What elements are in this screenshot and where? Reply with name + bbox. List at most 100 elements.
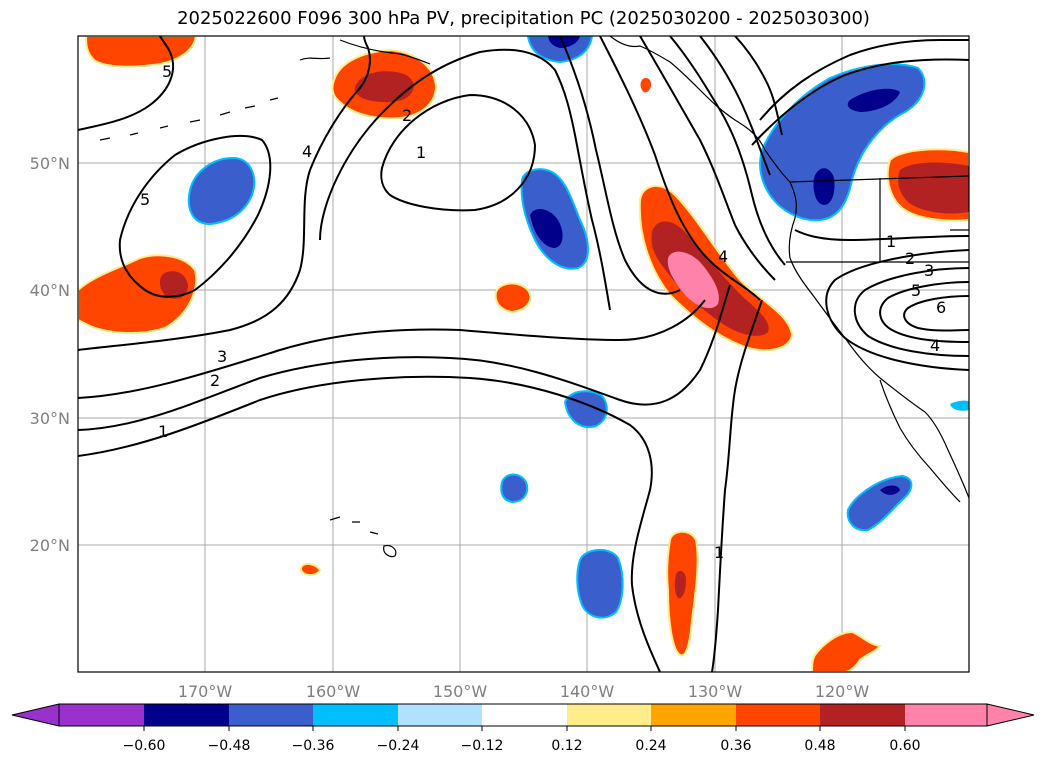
colorbar-bin <box>144 704 229 726</box>
contour-east-closed-4 <box>879 281 969 343</box>
contour-ridge-3 <box>669 36 786 266</box>
colorbar-tick-label: −0.60 <box>123 738 166 754</box>
us-canada-border <box>786 175 969 263</box>
colorbar-tick-label: 0.12 <box>551 738 582 754</box>
colorbar: −0.60 −0.48 −0.36 −0.24 −0.12 0.12 0.24 … <box>11 703 1035 754</box>
contour-label: 1 <box>886 232 896 251</box>
neg-patch-gulf-alaska-core1 <box>847 88 900 112</box>
contour-1-mid <box>559 36 681 295</box>
contour-4 <box>78 36 371 351</box>
contour-label: 1 <box>714 543 724 562</box>
colorbar-tick-label: 0.48 <box>804 738 835 754</box>
lon-tick-label: 140°W <box>560 682 615 701</box>
colorbar-tick-label: 0.36 <box>720 738 751 754</box>
contour-label: 2 <box>905 249 915 268</box>
neg-patch-south <box>576 549 624 619</box>
pos-patch-mexico-south <box>811 630 882 672</box>
coast-alaska <box>299 36 766 151</box>
pos-patch-hawaii-west <box>300 562 322 576</box>
contour-label: 3 <box>924 261 934 280</box>
pos-patch-aleutian-core <box>354 71 414 103</box>
pos-patch-northwest <box>84 36 198 68</box>
map-area: 5 5 4 2 1 3 2 1 4 1 1 2 3 5 6 4 <box>78 36 969 672</box>
contour-east-closed-5 <box>903 295 969 332</box>
contour-label: 2 <box>210 371 220 390</box>
colorbar-bin <box>651 704 736 726</box>
contour-1-south-east <box>711 299 763 672</box>
coast-aleutian-islands <box>99 97 279 141</box>
neg-patch-north-central-core <box>548 36 580 48</box>
neg-patch-gulf-alaska-core2 <box>813 168 835 205</box>
contour-5-closed <box>118 134 272 298</box>
lat-tick-label: 30°N <box>30 409 70 428</box>
positive-anomaly-patches <box>78 36 969 672</box>
colorbar-bin <box>905 704 987 726</box>
contour-5-west <box>78 36 175 131</box>
pos-patch-canada-core <box>898 162 969 214</box>
colorbar-tick-label: 0.60 <box>889 738 920 754</box>
contour-label: 4 <box>930 336 940 355</box>
lon-tick-label: 120°W <box>815 682 870 701</box>
colorbar-bin <box>59 704 144 726</box>
neg-patch-mexico <box>950 400 969 411</box>
colorbar-ticks <box>143 726 906 731</box>
pos-patch-small-central <box>494 282 532 314</box>
colorbar-bin <box>229 704 313 726</box>
colorbar-tick-label: −0.12 <box>461 738 504 754</box>
contour-labels: 5 5 4 2 1 3 2 1 4 1 1 2 3 5 6 4 <box>140 62 946 562</box>
contour-2 <box>78 284 731 431</box>
colorbar-tick-label: 0.24 <box>635 738 666 754</box>
colorbar-bin <box>736 704 820 726</box>
colorbar-bin <box>398 704 482 726</box>
contour-label: 5 <box>162 62 172 81</box>
contour-2-north <box>319 48 611 311</box>
map-title: 2025022600 F096 300 hPa PV, precipitatio… <box>177 8 870 29</box>
map-frame <box>77 35 970 673</box>
colorbar-tick-label: −0.36 <box>292 738 335 754</box>
contour-ridge-4 <box>699 36 771 176</box>
colorbar-bin <box>567 704 651 726</box>
lon-tick-label: 160°W <box>306 682 361 701</box>
lon-tick-label: 150°W <box>433 682 488 701</box>
contour-label: 1 <box>158 422 168 441</box>
colorbar-bin <box>820 704 905 726</box>
contour-label: 1 <box>416 143 426 162</box>
contour-label: 5 <box>140 190 150 209</box>
contour-ridge-2 <box>639 36 776 281</box>
lat-tick-label: 50°N <box>30 154 70 173</box>
contour-label: 2 <box>402 106 412 125</box>
contour-label: 4 <box>302 142 312 161</box>
lon-tick-label: 170°W <box>178 682 233 701</box>
contour-3 <box>78 299 706 399</box>
contour-ridge-1 <box>599 36 761 301</box>
lat-tick-label: 40°N <box>30 281 70 300</box>
pv-contours <box>78 36 969 672</box>
neg-patch-west <box>187 156 256 226</box>
pos-patch-west-core <box>159 271 188 299</box>
colorbar-tick-labels: −0.60 −0.48 −0.36 −0.24 −0.12 0.12 0.24 … <box>123 738 921 754</box>
lon-tick-label: 130°W <box>688 682 743 701</box>
contour-1-closed <box>380 93 537 212</box>
latitude-labels: 50°N 40°N 30°N 20°N <box>30 154 70 555</box>
lat-tick-label: 20°N <box>30 536 70 555</box>
contour-label: 6 <box>936 298 946 317</box>
colorbar-tick-label: −0.24 <box>377 738 420 754</box>
contour-east-closed-2 <box>825 249 969 371</box>
contour-east-closed-1 <box>794 229 969 242</box>
longitude-labels: 170°W 160°W 150°W 140°W 130°W 120°W <box>178 682 870 701</box>
negative-anomaly-patches <box>187 36 969 619</box>
neg-patch-mid-2 <box>500 473 529 504</box>
contour-east-3 <box>751 58 969 146</box>
contour-east-closed-3 <box>853 267 969 357</box>
neg-patch-baja <box>846 474 913 532</box>
pos-patch-small-north <box>640 78 652 93</box>
neg-patch-baja-core <box>880 485 900 495</box>
neg-patch-central-core <box>530 208 563 248</box>
colorbar-extend-low <box>11 703 60 727</box>
pos-patch-south-central-core <box>674 570 686 599</box>
contour-label: 3 <box>217 347 227 366</box>
contour-label: 4 <box>718 247 728 266</box>
colorbar-tick-label: −0.48 <box>208 738 251 754</box>
contour-1-south <box>78 375 661 672</box>
